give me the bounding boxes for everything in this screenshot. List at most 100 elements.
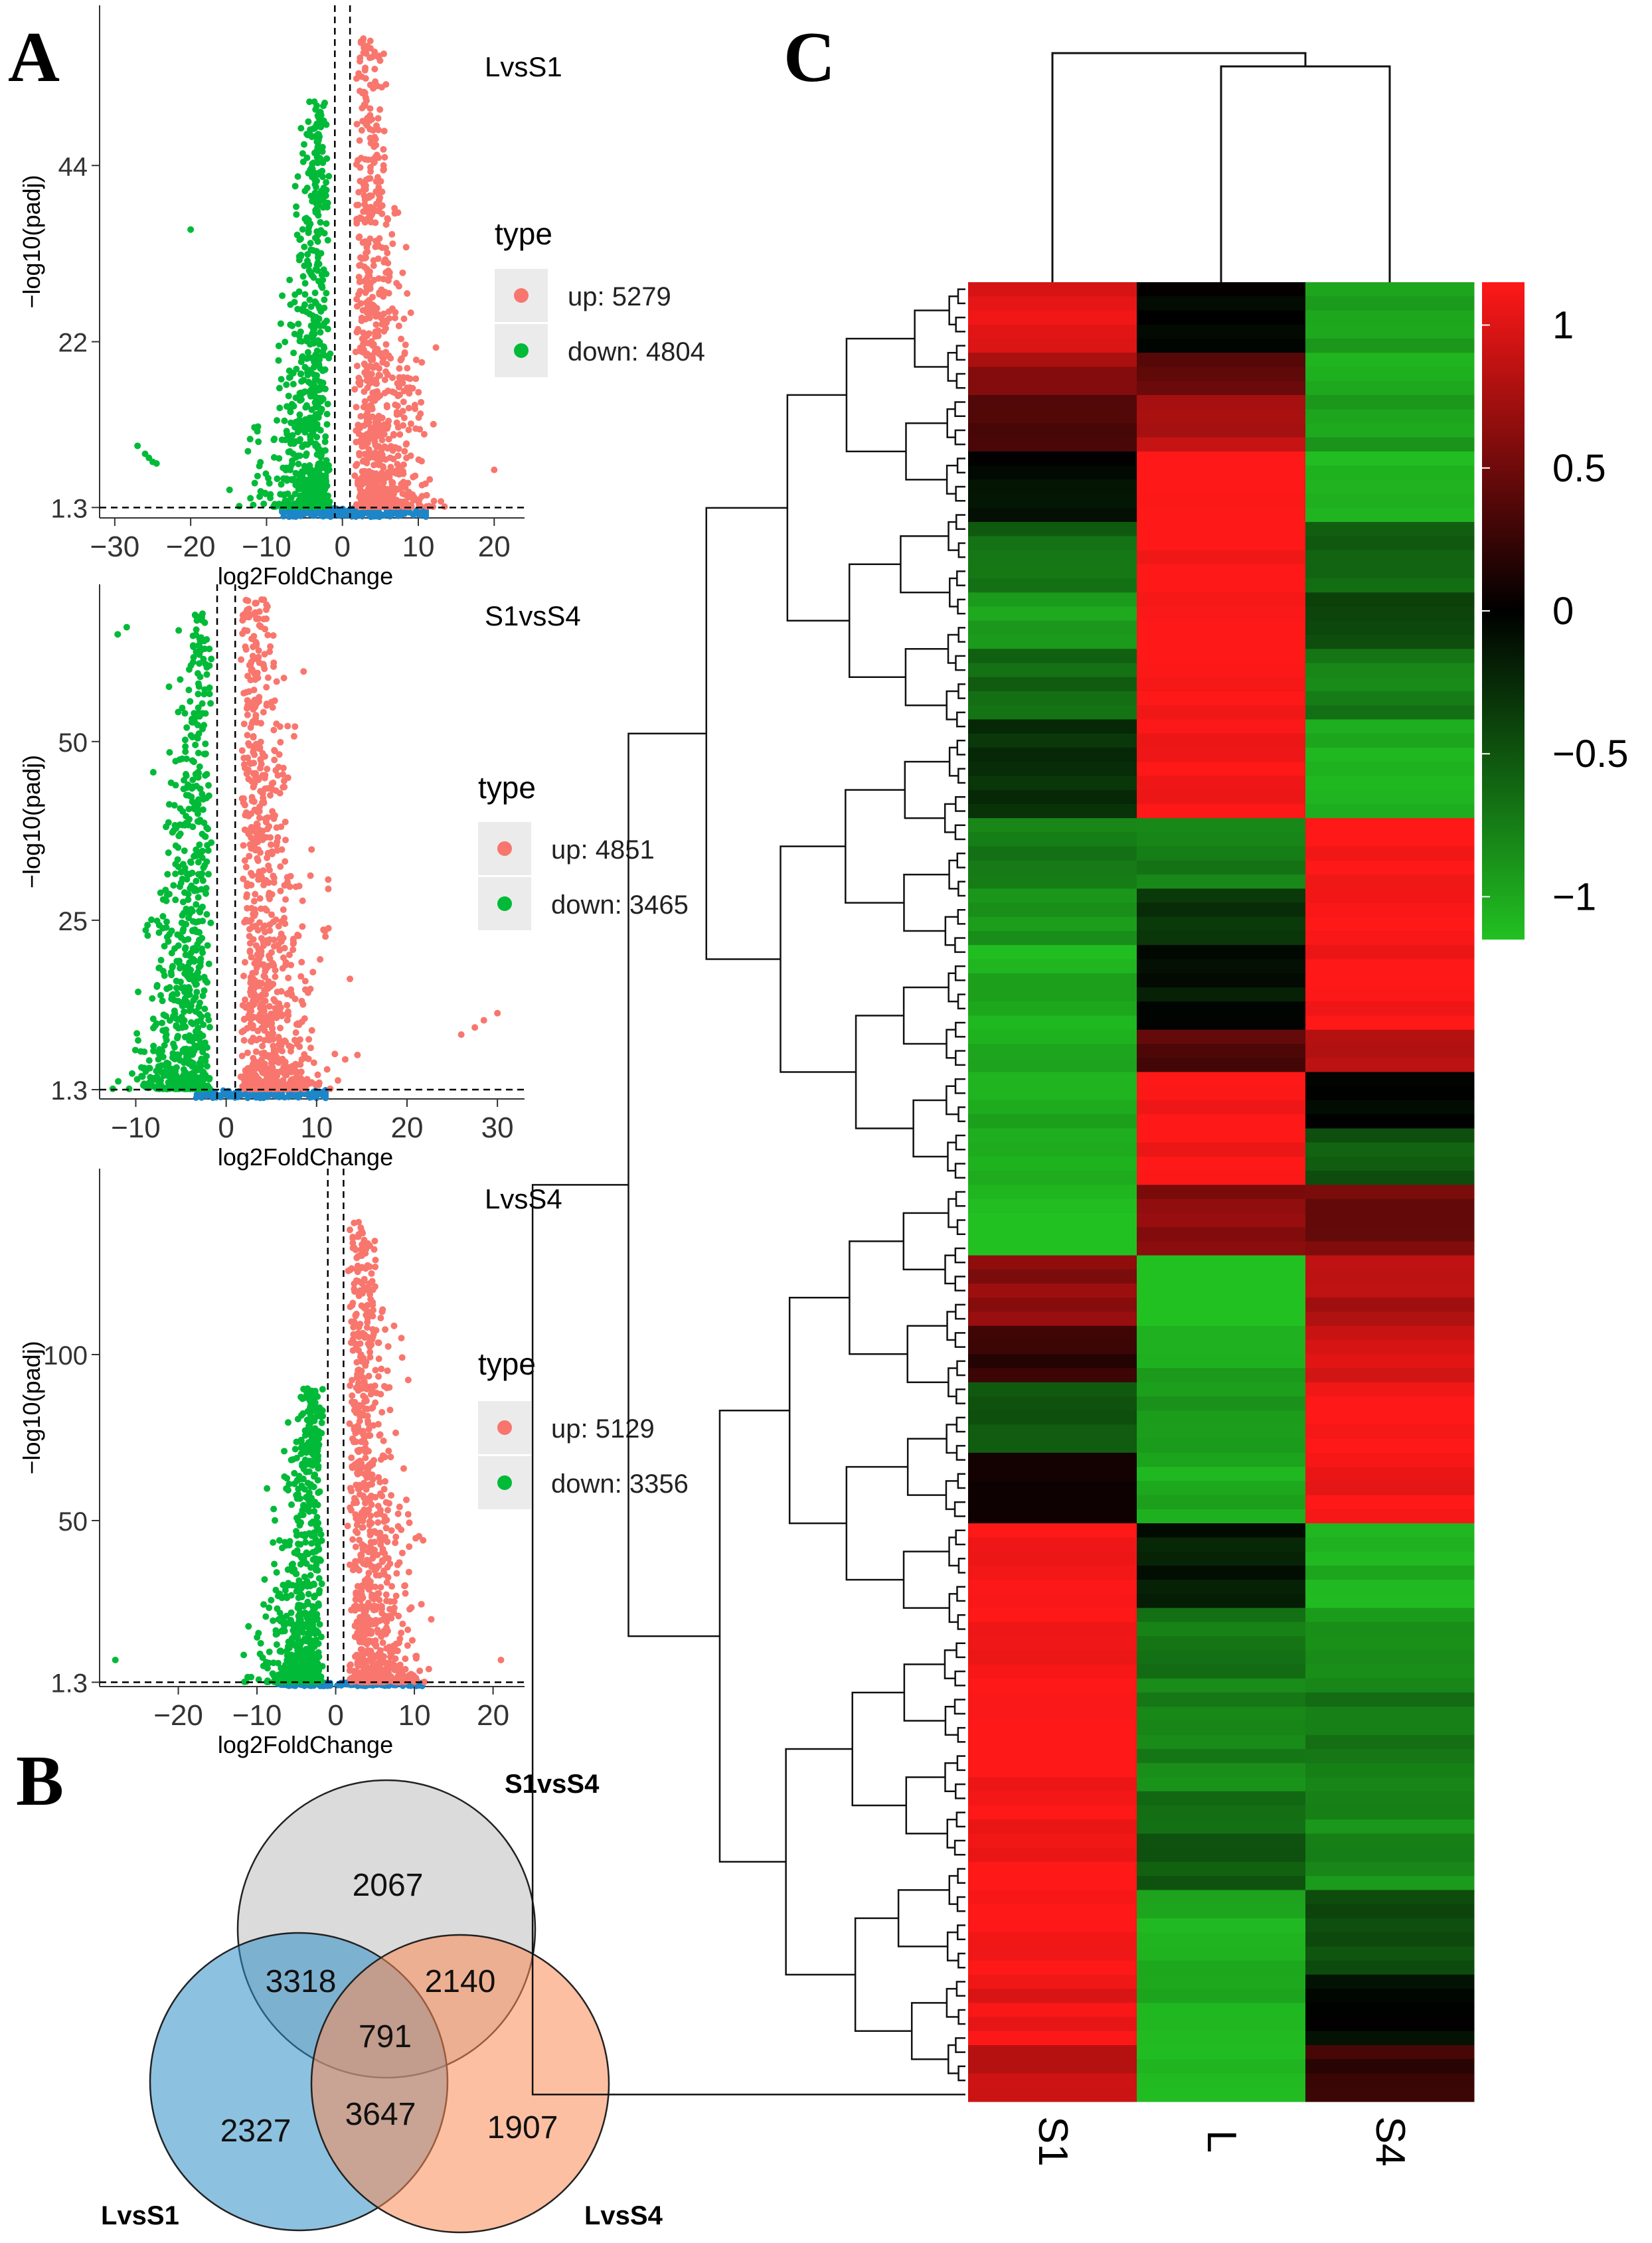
point-up (299, 1001, 307, 1008)
point-down (318, 187, 325, 195)
point-up (358, 1509, 365, 1517)
point-up (247, 677, 254, 684)
point-down (190, 653, 197, 661)
point-up (400, 461, 407, 468)
point-down (321, 304, 328, 311)
point-up (361, 44, 368, 51)
point-up (240, 720, 248, 728)
point-up (352, 1246, 359, 1254)
point-up (396, 365, 403, 372)
point-down (173, 977, 180, 985)
point-down (324, 236, 331, 244)
point-up (369, 301, 376, 308)
point-up (398, 1549, 406, 1556)
y-tick-label: 25 (58, 907, 88, 936)
point-down (208, 655, 215, 663)
point-up (284, 874, 291, 881)
point-down (172, 1085, 179, 1092)
point-down (280, 475, 288, 482)
point-up (423, 503, 430, 510)
point-down (179, 1074, 186, 1081)
point-up (416, 496, 423, 503)
point-down (201, 833, 208, 840)
point-up (255, 615, 262, 622)
point-up (361, 1608, 368, 1616)
point-up (263, 700, 270, 707)
point-up (367, 1617, 374, 1624)
point-down (256, 493, 264, 500)
point-down (321, 296, 328, 303)
point-down (320, 117, 327, 124)
point-down (289, 432, 296, 439)
point-down (305, 378, 312, 386)
point-up (404, 374, 411, 382)
point-up (265, 1068, 272, 1076)
point-up (377, 1584, 384, 1591)
point-up (396, 431, 404, 438)
point-down (311, 381, 318, 388)
point-down (197, 637, 205, 645)
point-down (260, 500, 268, 507)
point-down (166, 1085, 173, 1092)
point-up (369, 413, 376, 420)
point-up (239, 617, 246, 624)
point-up (256, 981, 264, 988)
point-down (308, 272, 315, 279)
point-up (359, 1264, 366, 1271)
point-up (367, 1512, 374, 1519)
legend-key-down (514, 343, 529, 358)
point-up (394, 1523, 402, 1530)
point-down (321, 100, 329, 107)
point-down (307, 490, 315, 497)
point-up (258, 1059, 265, 1066)
point-up (367, 376, 374, 383)
point-up (357, 1614, 364, 1621)
point-up (382, 256, 389, 263)
point-down (189, 798, 196, 805)
point-up (369, 293, 376, 301)
point-up (359, 1545, 367, 1552)
point-down (148, 916, 155, 924)
point-up (394, 452, 402, 459)
point-up (370, 262, 377, 270)
point-down (174, 856, 181, 863)
point-down (262, 490, 269, 497)
point-up (266, 1080, 273, 1087)
point-up (355, 189, 363, 196)
point-down (142, 926, 149, 934)
point-up (402, 1590, 409, 1597)
point-up (404, 1376, 412, 1384)
point-up (248, 954, 255, 961)
point-up (258, 952, 265, 959)
point-up (400, 422, 407, 429)
point-up (271, 756, 278, 764)
point-up (293, 1082, 300, 1089)
point-nonsignificant (312, 511, 319, 518)
point-down (206, 691, 213, 698)
point-up (263, 907, 270, 914)
point-up (388, 305, 396, 312)
point-down (189, 734, 196, 741)
point-down (307, 240, 314, 247)
point-up (380, 127, 388, 135)
point-up (260, 881, 268, 888)
point-nonsignificant (387, 513, 394, 519)
point-up (381, 503, 388, 510)
point-down (297, 391, 305, 398)
point-down (175, 863, 182, 871)
point-up (238, 1052, 246, 1060)
legend-label-down: down: 3465 (551, 890, 689, 920)
point-up (349, 1376, 356, 1384)
point-down (299, 226, 306, 233)
point-down (193, 846, 200, 853)
point-up (244, 697, 251, 704)
point-down (128, 1070, 135, 1077)
point-up (254, 857, 262, 865)
point-down (203, 1062, 210, 1070)
point-up (244, 1070, 252, 1077)
point-up (250, 798, 258, 805)
point-up (382, 1499, 390, 1506)
point-up (375, 207, 382, 214)
point-up (384, 1627, 391, 1635)
point-down (172, 758, 179, 765)
